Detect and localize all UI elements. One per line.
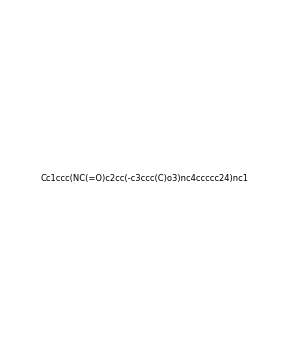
Text: Cc1ccc(NC(=O)c2cc(-c3ccc(C)o3)nc4ccccc24)nc1: Cc1ccc(NC(=O)c2cc(-c3ccc(C)o3)nc4ccccc24… [41,174,248,183]
